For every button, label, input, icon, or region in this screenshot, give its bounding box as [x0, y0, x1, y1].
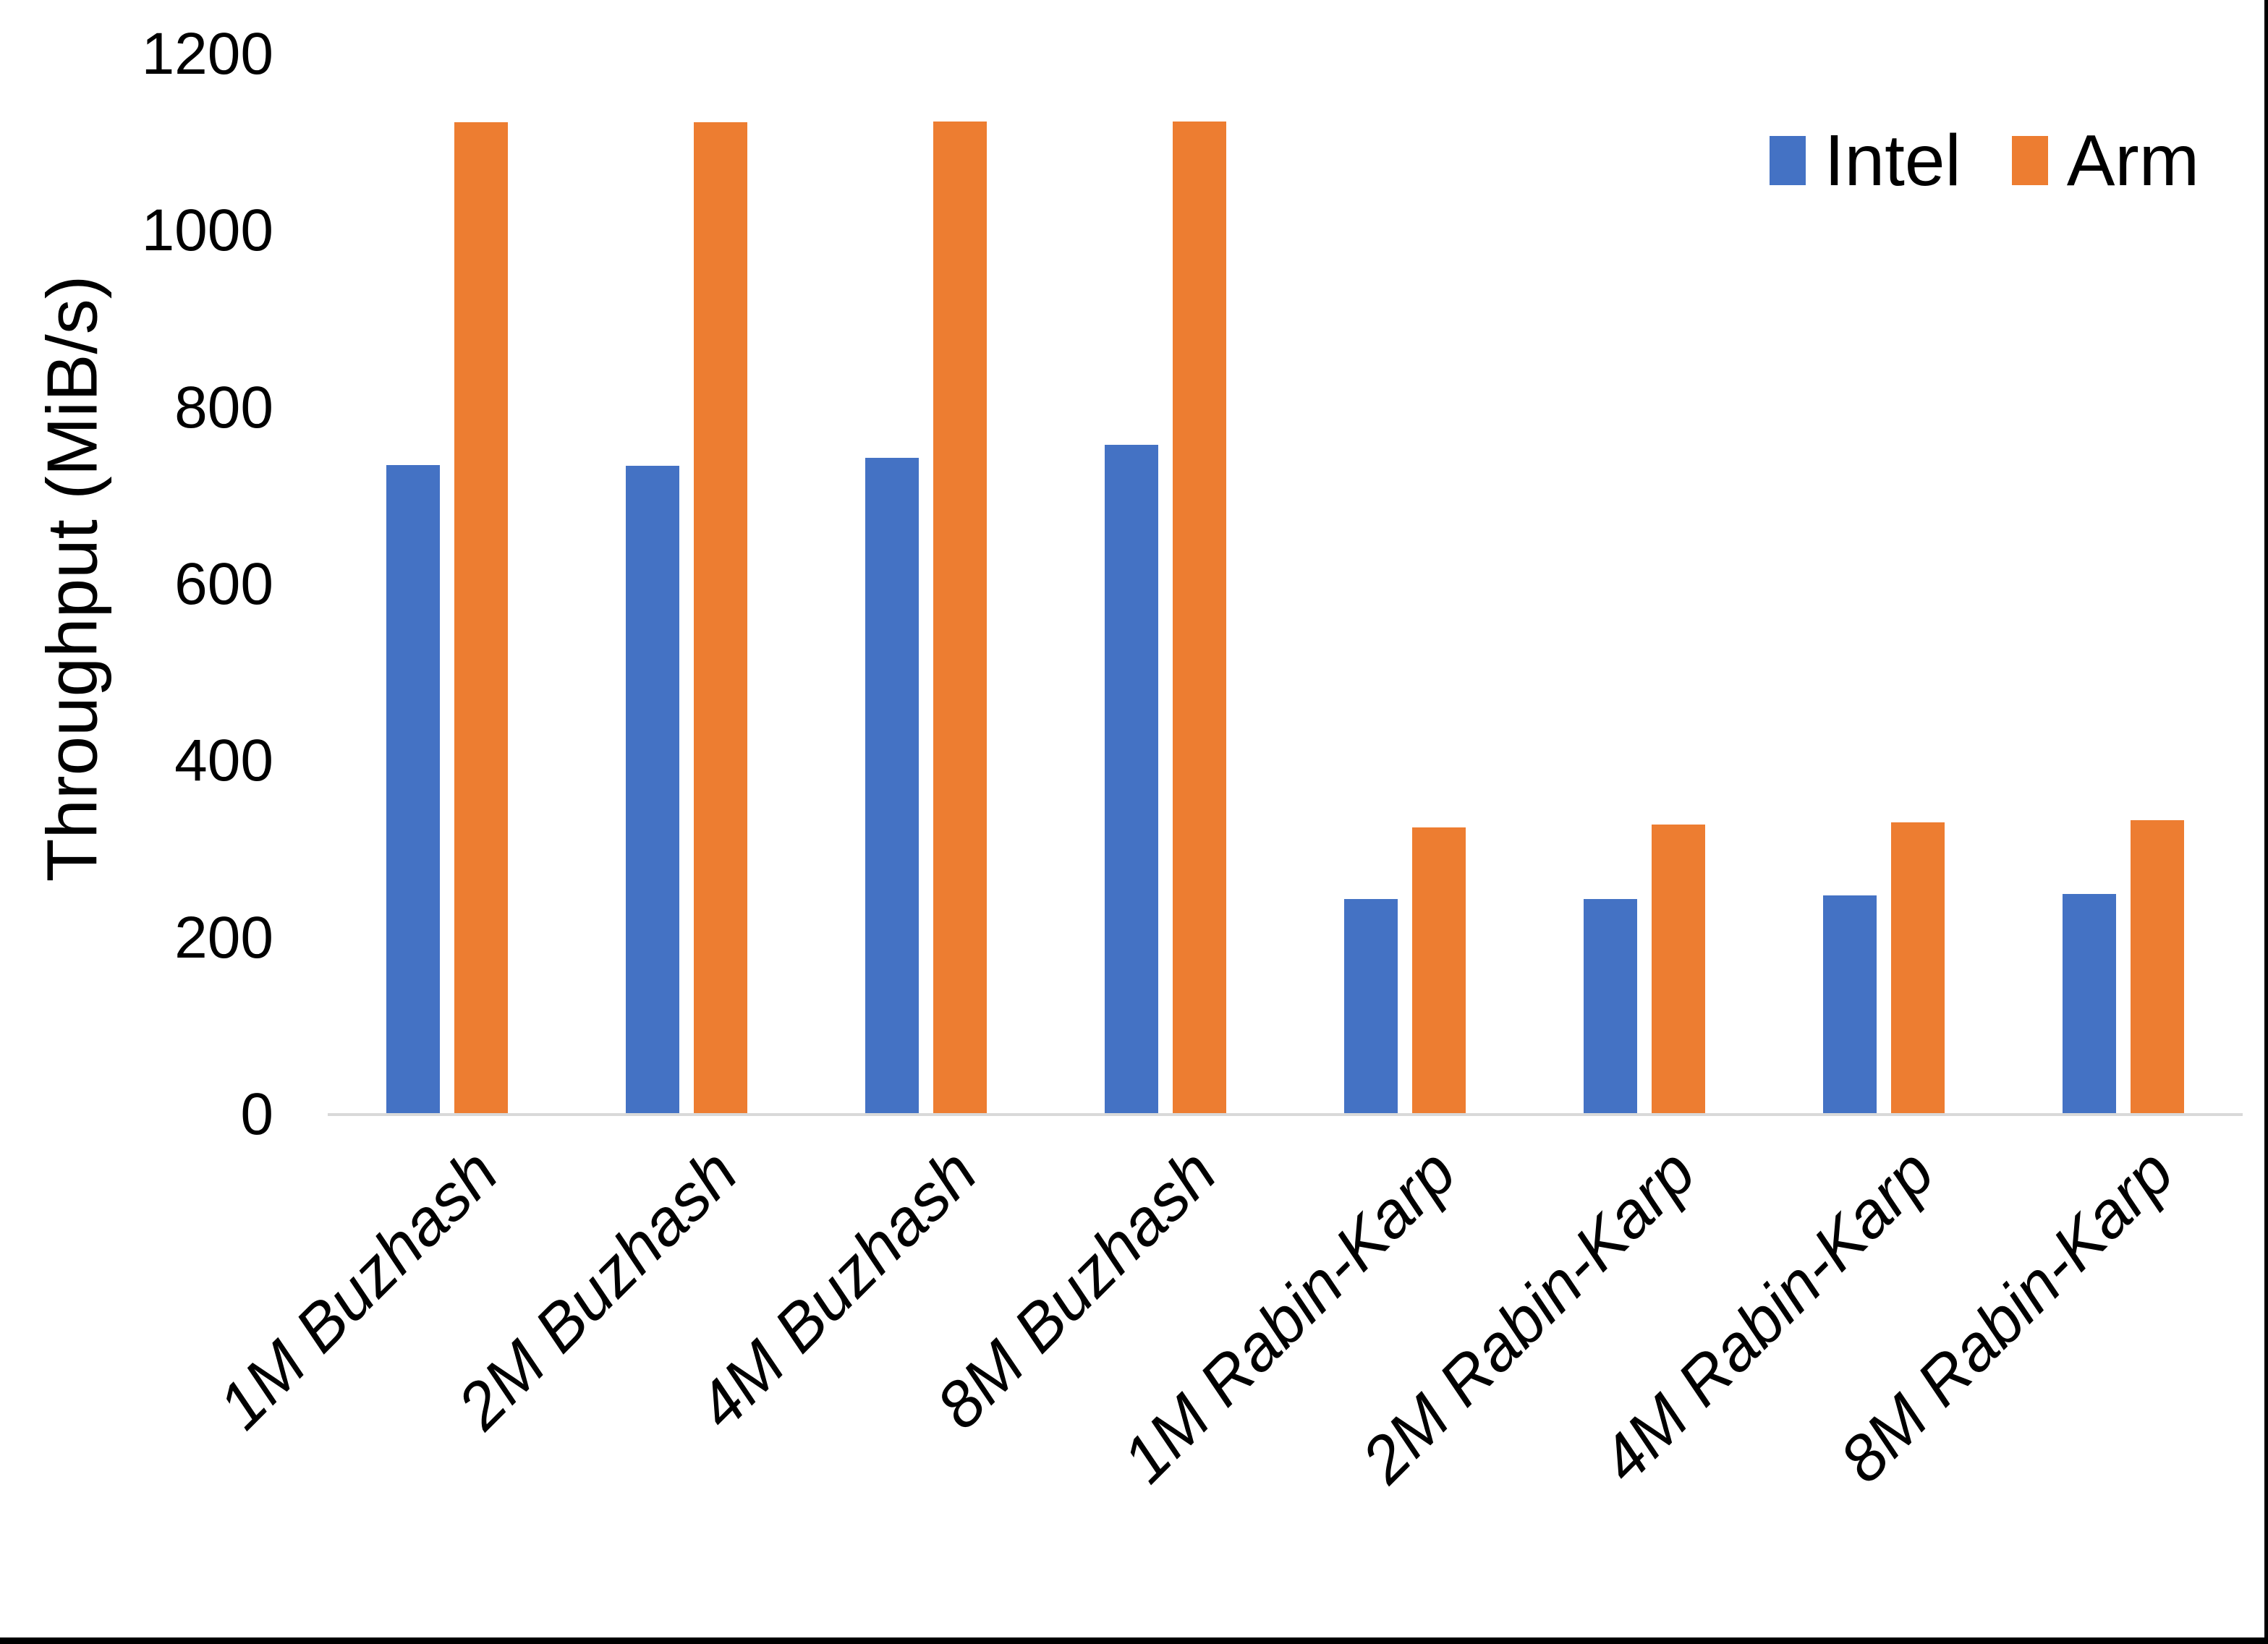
legend-label-intel: Intel	[1824, 120, 1961, 201]
bar-arm-2m-buzhash	[694, 122, 747, 1115]
legend-swatch-intel	[1769, 136, 1806, 185]
bar-arm-8m-buzhash	[1173, 122, 1226, 1115]
bar-intel-4m-rabin-karp	[1823, 895, 1877, 1115]
bar-intel-8m-buzhash	[1105, 445, 1158, 1115]
legend-swatch-arm	[2011, 136, 2048, 185]
screenshot-border-bottom	[0, 1637, 2268, 1644]
bar-arm-1m-buzhash	[454, 122, 508, 1115]
y-tick-0: 0	[240, 1081, 273, 1147]
bar-intel-2m-buzhash	[626, 466, 679, 1115]
bar-intel-8m-rabin-karp	[2063, 894, 2116, 1115]
y-tick-1000: 1000	[141, 197, 273, 264]
legend-item-intel: Intel	[1769, 120, 1961, 201]
bar-arm-8m-rabin-karp	[2131, 820, 2184, 1115]
y-tick-400: 400	[174, 728, 273, 794]
legend-label-arm: Arm	[2066, 120, 2199, 201]
legend: Intel Arm	[1769, 120, 2199, 201]
bar-intel-4m-buzhash	[865, 458, 919, 1115]
bar-arm-1m-rabin-karp	[1412, 827, 1466, 1115]
legend-item-arm: Arm	[2011, 120, 2199, 201]
y-tick-800: 800	[174, 374, 273, 440]
y-tick-1200: 1200	[141, 21, 273, 87]
bar-intel-1m-buzhash	[386, 465, 440, 1115]
bar-arm-4m-buzhash	[933, 122, 987, 1115]
bar-intel-2m-rabin-karp	[1584, 899, 1637, 1115]
screenshot-border-right	[2264, 0, 2268, 1644]
y-tick-600: 600	[174, 551, 273, 617]
bar-intel-1m-rabin-karp	[1344, 899, 1398, 1115]
bar-arm-4m-rabin-karp	[1891, 822, 1945, 1115]
y-tick-200: 200	[174, 904, 273, 971]
bar-arm-2m-rabin-karp	[1652, 825, 1705, 1115]
x-axis-line	[328, 1113, 2243, 1116]
